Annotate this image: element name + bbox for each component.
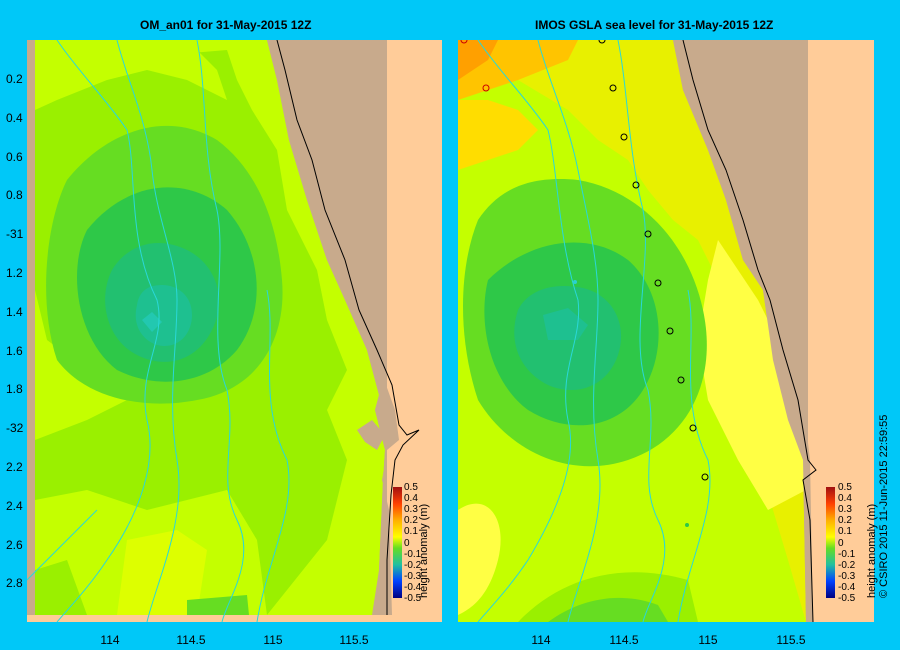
right-satellite-map [458, 40, 874, 622]
colorbar-tick-label: -0.3 [838, 570, 856, 582]
latitude-tick-label: 2.2 [6, 460, 23, 474]
left-colorbar-label: height anomaly (m) [418, 503, 430, 598]
latitude-tick-label: 1.4 [6, 304, 23, 319]
latitude-tick-label: 1.6 [6, 343, 23, 358]
longitude-tick-label: 115 [698, 633, 718, 647]
longitude-tick-label: 114.5 [609, 633, 639, 647]
colorbar-tick-label: -0.4 [838, 581, 856, 593]
colorbar-tick-label: 0 [404, 537, 410, 549]
latitude-tick-label: 2.6 [6, 537, 23, 552]
left-map-title: OM_an01 for 31-May-2015 12Z [140, 18, 312, 32]
colorbar-tick-label: 0.4 [404, 493, 418, 505]
colorbar-tick-label: 0.1 [838, 526, 852, 538]
latitude-tick-label: -31 [6, 227, 24, 242]
colorbar-tick-label: -0.5 [838, 593, 856, 604]
copyright-credit: © CSIRO 2015 11-Jun-2015 22:59:55 [878, 414, 890, 598]
right-colorbar-label: height anomaly (m) [866, 503, 878, 598]
colorbar-tick-label: 0.5 [838, 482, 852, 493]
right-colorbar [826, 487, 835, 598]
colorbar-tick-label: -0.1 [404, 548, 422, 560]
colorbar-tick-label: -0.1 [838, 548, 856, 560]
latitude-tick-label: 1.8 [6, 382, 23, 397]
longitude-tick-label: 115 [263, 633, 283, 647]
colorbar-tick-label: 0.2 [404, 515, 418, 527]
latitude-tick-label: 2.4 [6, 498, 23, 513]
latitude-tick-label: -32 [6, 421, 24, 436]
tide-gauge-markers [598, 40, 709, 481]
colorbar-tick-label: -0.5 [404, 593, 422, 604]
latitude-tick-label: 0.8 [6, 188, 23, 203]
colorbar-tick-label: -0.3 [404, 570, 422, 582]
longitude-tick-label: 115.5 [339, 633, 369, 647]
longitude-tick-label: 114 [100, 633, 120, 647]
colorbar-tick-label: 0.3 [404, 504, 418, 516]
colorbar-tick-label: 0.2 [838, 515, 852, 527]
latitude-tick-label: 1.2 [6, 266, 23, 280]
colorbar-tick-label: 0.4 [838, 493, 852, 505]
latitude-tick-label: 0.2 [6, 72, 23, 86]
latitude-tick-label: 0.6 [6, 149, 23, 164]
colorbar-tick-label: -0.2 [404, 559, 422, 571]
colorbar-tick-label: 0.1 [404, 526, 418, 538]
left-model-map [27, 40, 442, 622]
longitude-tick-label: 114.5 [176, 633, 206, 647]
colorbar-tick-label: 0.3 [838, 504, 852, 516]
longitude-tick-label: 114 [531, 633, 551, 647]
colorbar-tick-label: -0.2 [838, 559, 856, 571]
right-map-title: IMOS GSLA sea level for 31-May-2015 12Z [535, 18, 774, 32]
longitude-tick-label: 115.5 [776, 633, 806, 647]
colorbar-tick-label: -0.4 [404, 581, 422, 593]
latitude-tick-label: 2.8 [6, 576, 23, 591]
left-colorbar [393, 487, 402, 598]
colorbar-tick-label: 0.5 [404, 482, 418, 493]
latitude-tick-label: 0.4 [6, 110, 23, 125]
colorbar-tick-label: 0 [838, 537, 844, 549]
